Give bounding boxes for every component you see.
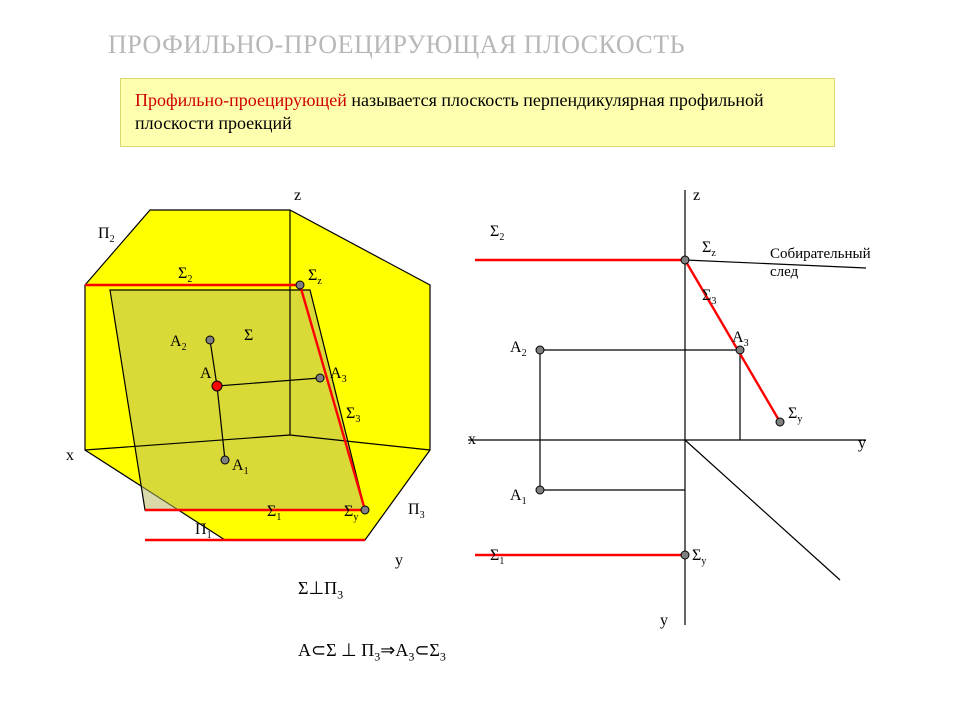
svg-text:Σ2: Σ2 bbox=[490, 223, 504, 243]
svg-text:А: А bbox=[200, 365, 212, 382]
svg-text:Σ: Σ bbox=[244, 327, 253, 344]
formula-perp: Σ⊥П3 bbox=[298, 578, 343, 603]
svg-text:Σ3: Σ3 bbox=[702, 287, 716, 307]
svg-text:y: y bbox=[395, 552, 403, 569]
svg-text:x: x bbox=[468, 431, 476, 448]
svg-text:А1: А1 bbox=[510, 487, 527, 507]
svg-text:z: z bbox=[294, 187, 301, 204]
svg-text:x: x bbox=[66, 447, 74, 464]
svg-text:y: y bbox=[858, 435, 866, 452]
svg-text:Σy: Σy bbox=[788, 405, 802, 425]
drawing-canvas: zxyП1П2П3ΣΣ1Σ2Σ3ΣzΣyАА1А2А3zxyyΣ2Σ1Σ3ΣzΣ… bbox=[0, 0, 960, 720]
svg-text:Σy: Σy bbox=[692, 547, 706, 567]
formula-containment: А⊂Σ ⊥ П3⇒А3⊂Σ3 bbox=[298, 640, 446, 665]
svg-text:А2: А2 bbox=[510, 339, 527, 359]
svg-text:П3: П3 bbox=[408, 501, 425, 521]
svg-text:Собирательный: Собирательный bbox=[770, 246, 871, 262]
svg-text:y: y bbox=[660, 612, 668, 629]
svg-text:Σ1: Σ1 bbox=[490, 547, 504, 567]
svg-text:z: z bbox=[693, 187, 700, 204]
svg-text:Σz: Σz bbox=[702, 239, 716, 259]
svg-text:след: след bbox=[770, 264, 799, 280]
svg-text:П2: П2 bbox=[98, 225, 115, 245]
